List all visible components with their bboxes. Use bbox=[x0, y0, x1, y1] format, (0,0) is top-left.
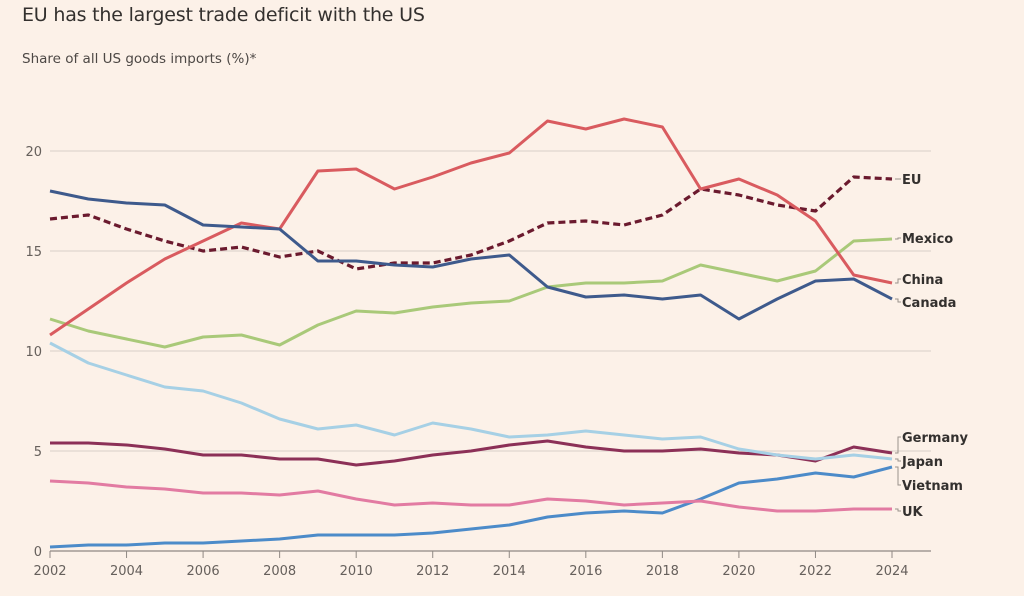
series-line-canada bbox=[49, 189, 893, 321]
label-leader bbox=[895, 508, 901, 512]
series-label-germany: Germany bbox=[902, 431, 968, 446]
x-tick-label: 2010 bbox=[340, 564, 373, 579]
chart-title: EU has the largest trade deficit with th… bbox=[22, 4, 425, 26]
series-line-germany bbox=[50, 439, 893, 467]
series-label-china: China bbox=[902, 273, 943, 288]
series-label-vietnam: Vietnam bbox=[902, 479, 963, 494]
x-tick-label: 2002 bbox=[33, 564, 66, 579]
series-label-eu: EU bbox=[902, 173, 921, 188]
y-tick-label: 5 bbox=[34, 445, 42, 460]
series-label-uk: UK bbox=[902, 505, 924, 520]
label-leader bbox=[895, 237, 901, 240]
x-tick-label: 2022 bbox=[799, 564, 832, 579]
label-leader bbox=[895, 466, 901, 486]
y-tick-label: 15 bbox=[25, 245, 42, 260]
x-tick-label: 2004 bbox=[110, 564, 143, 579]
x-tick-label: 2024 bbox=[875, 564, 908, 579]
label-leader bbox=[895, 278, 901, 284]
x-tick-label: 2008 bbox=[263, 564, 296, 579]
x-tick-label: 2006 bbox=[187, 564, 220, 579]
label-leader bbox=[895, 298, 901, 303]
series-line-uk bbox=[49, 479, 892, 513]
chart-subtitle: Share of all US goods imports (%)* bbox=[22, 51, 257, 67]
x-tick-label: 2018 bbox=[646, 564, 679, 579]
x-tick-label: 2020 bbox=[722, 564, 755, 579]
series-label-mexico: Mexico bbox=[902, 232, 953, 247]
series-line-mexico bbox=[49, 237, 893, 349]
series-label-canada: Canada bbox=[902, 296, 956, 311]
label-leader bbox=[895, 436, 901, 454]
x-tick-label: 2014 bbox=[493, 564, 526, 579]
y-tick-label: 10 bbox=[25, 345, 42, 360]
series-line-china bbox=[49, 117, 893, 337]
x-tick-label: 2012 bbox=[416, 564, 449, 579]
x-tick-label: 2016 bbox=[569, 564, 602, 579]
series-line-japan bbox=[49, 341, 893, 461]
y-tick-label: 0 bbox=[34, 545, 42, 560]
series-label-japan: Japan bbox=[901, 455, 943, 470]
series-line-vietnam bbox=[49, 465, 893, 549]
label-leader bbox=[895, 458, 901, 462]
y-tick-label: 20 bbox=[25, 145, 42, 160]
